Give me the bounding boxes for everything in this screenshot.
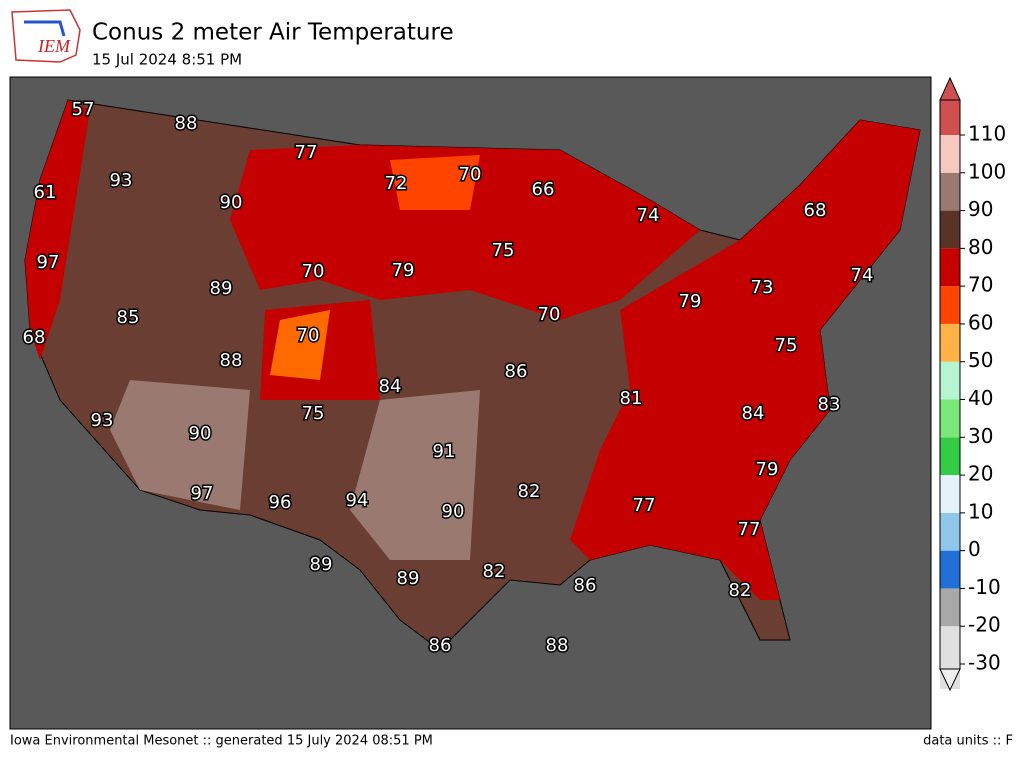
contour-label: 75 [302,403,325,424]
colorbar-band [940,361,960,400]
colorbar-tick-label: 30 [968,424,993,448]
colorbar-band [940,286,960,324]
contour-label: 84 [379,376,402,397]
contour-label: 90 [220,192,243,213]
land [24,99,921,651]
contour-label: 97 [37,252,60,273]
colorbar-tick-label: 80 [968,235,993,259]
colorbar-tick-label: 110 [968,122,1006,146]
contour-label: 73 [751,277,774,298]
contour-label: 79 [392,260,415,281]
contour-label: 68 [23,327,46,348]
colorbar-band [940,512,960,551]
contour-label: 84 [742,403,765,424]
contour-label: 72 [385,173,408,194]
colorbar-band [940,135,960,173]
contour-label: 88 [546,635,569,656]
colorbar-tick-label: -30 [968,651,1001,675]
contour-label: 86 [574,575,597,596]
colorbar-tick-label: 0 [968,537,981,561]
colorbar-tick-label: -10 [968,575,1001,599]
contour-label: 94 [346,490,369,511]
colorbar-tick-label: 10 [968,499,993,523]
contour-label: 86 [505,361,528,382]
contour-label: 70 [302,261,325,282]
contour-label: 75 [492,240,515,261]
contour-label: 74 [851,265,874,286]
contour-label: 93 [110,170,133,191]
contour-label: 79 [756,459,779,480]
contour-label: 86 [429,635,452,656]
contour-label: 66 [532,179,555,200]
colorbar-tick-label: 60 [968,310,993,334]
contour-label: 79 [679,291,702,312]
contour-label: 82 [483,561,506,582]
colorbar-tick-label: 50 [968,348,993,372]
logo: IEM [11,9,81,63]
contour-labels: 57 88 77 93 72 70 66 61 90 74 68 75 97 70 79 74 89 73 79 85… [21,98,875,658]
colorbar-tick-label: 40 [968,386,993,410]
contour-label: 97 [191,483,214,504]
contour-label: 82 [729,580,752,601]
colorbar-band [940,588,960,627]
logo-text: IEM [37,36,71,56]
colorbar-outline [939,99,961,670]
colorbar-tick-label: 100 [968,159,1006,183]
subtitle: 15 Jul 2024 8:51 PM [92,51,242,69]
contour-label: 83 [818,394,841,415]
contour-label: 88 [220,350,243,371]
contour-label: 89 [397,568,420,589]
contour-label: 75 [775,335,798,356]
contour-label: 77 [738,519,761,540]
colorbar-band [940,100,960,135]
contour-label: 85 [117,307,140,328]
contour-label: 96 [269,492,292,513]
contour-label: 89 [310,554,333,575]
colorbar-band [940,323,960,362]
colorbar-tick-label: 70 [968,273,993,297]
contour-label: 61 [34,182,57,203]
contour-label: 88 [175,113,198,134]
contour-label: 90 [189,423,212,444]
contour-label: 68 [804,200,827,221]
colorbar-band [940,437,960,476]
colorbar-top [939,76,961,101]
footer-units: data units :: F [923,734,1013,749]
contour-label: 90 [442,501,465,522]
contour-label: 81 [620,388,643,409]
contour-label: 70 [297,325,320,346]
contour-label: 57 [72,99,95,120]
colorbar-band [940,399,960,438]
title: Conus 2 meter Air Temperature [92,20,454,46]
contour-label: 70 [459,164,482,185]
contour-label: 77 [295,142,318,163]
colorbar-band [940,475,960,513]
colorbar-band [940,248,960,287]
contour-label: 70 [538,304,561,325]
colorbar-band [940,210,960,249]
colorbar-tick-label: -20 [968,613,1001,637]
colorbar-band [940,550,960,589]
colorbar-tick-label: 20 [968,462,993,486]
contour-label: 82 [518,481,541,502]
contour-label: 74 [637,205,660,226]
footer-credit: Iowa Environmental Mesonet :: generated … [10,734,433,749]
contour-label: 93 [91,410,114,431]
colorbar-tick-label: 90 [968,197,993,221]
colorbar: -30 -20 -10 0 10 20 30 40 50 60 70 80 90 100 110 [939,76,1006,692]
colorbar-band [940,172,960,211]
contour-label: 89 [210,278,233,299]
contour-label: 91 [433,441,456,462]
contour-label: 77 [633,495,656,516]
